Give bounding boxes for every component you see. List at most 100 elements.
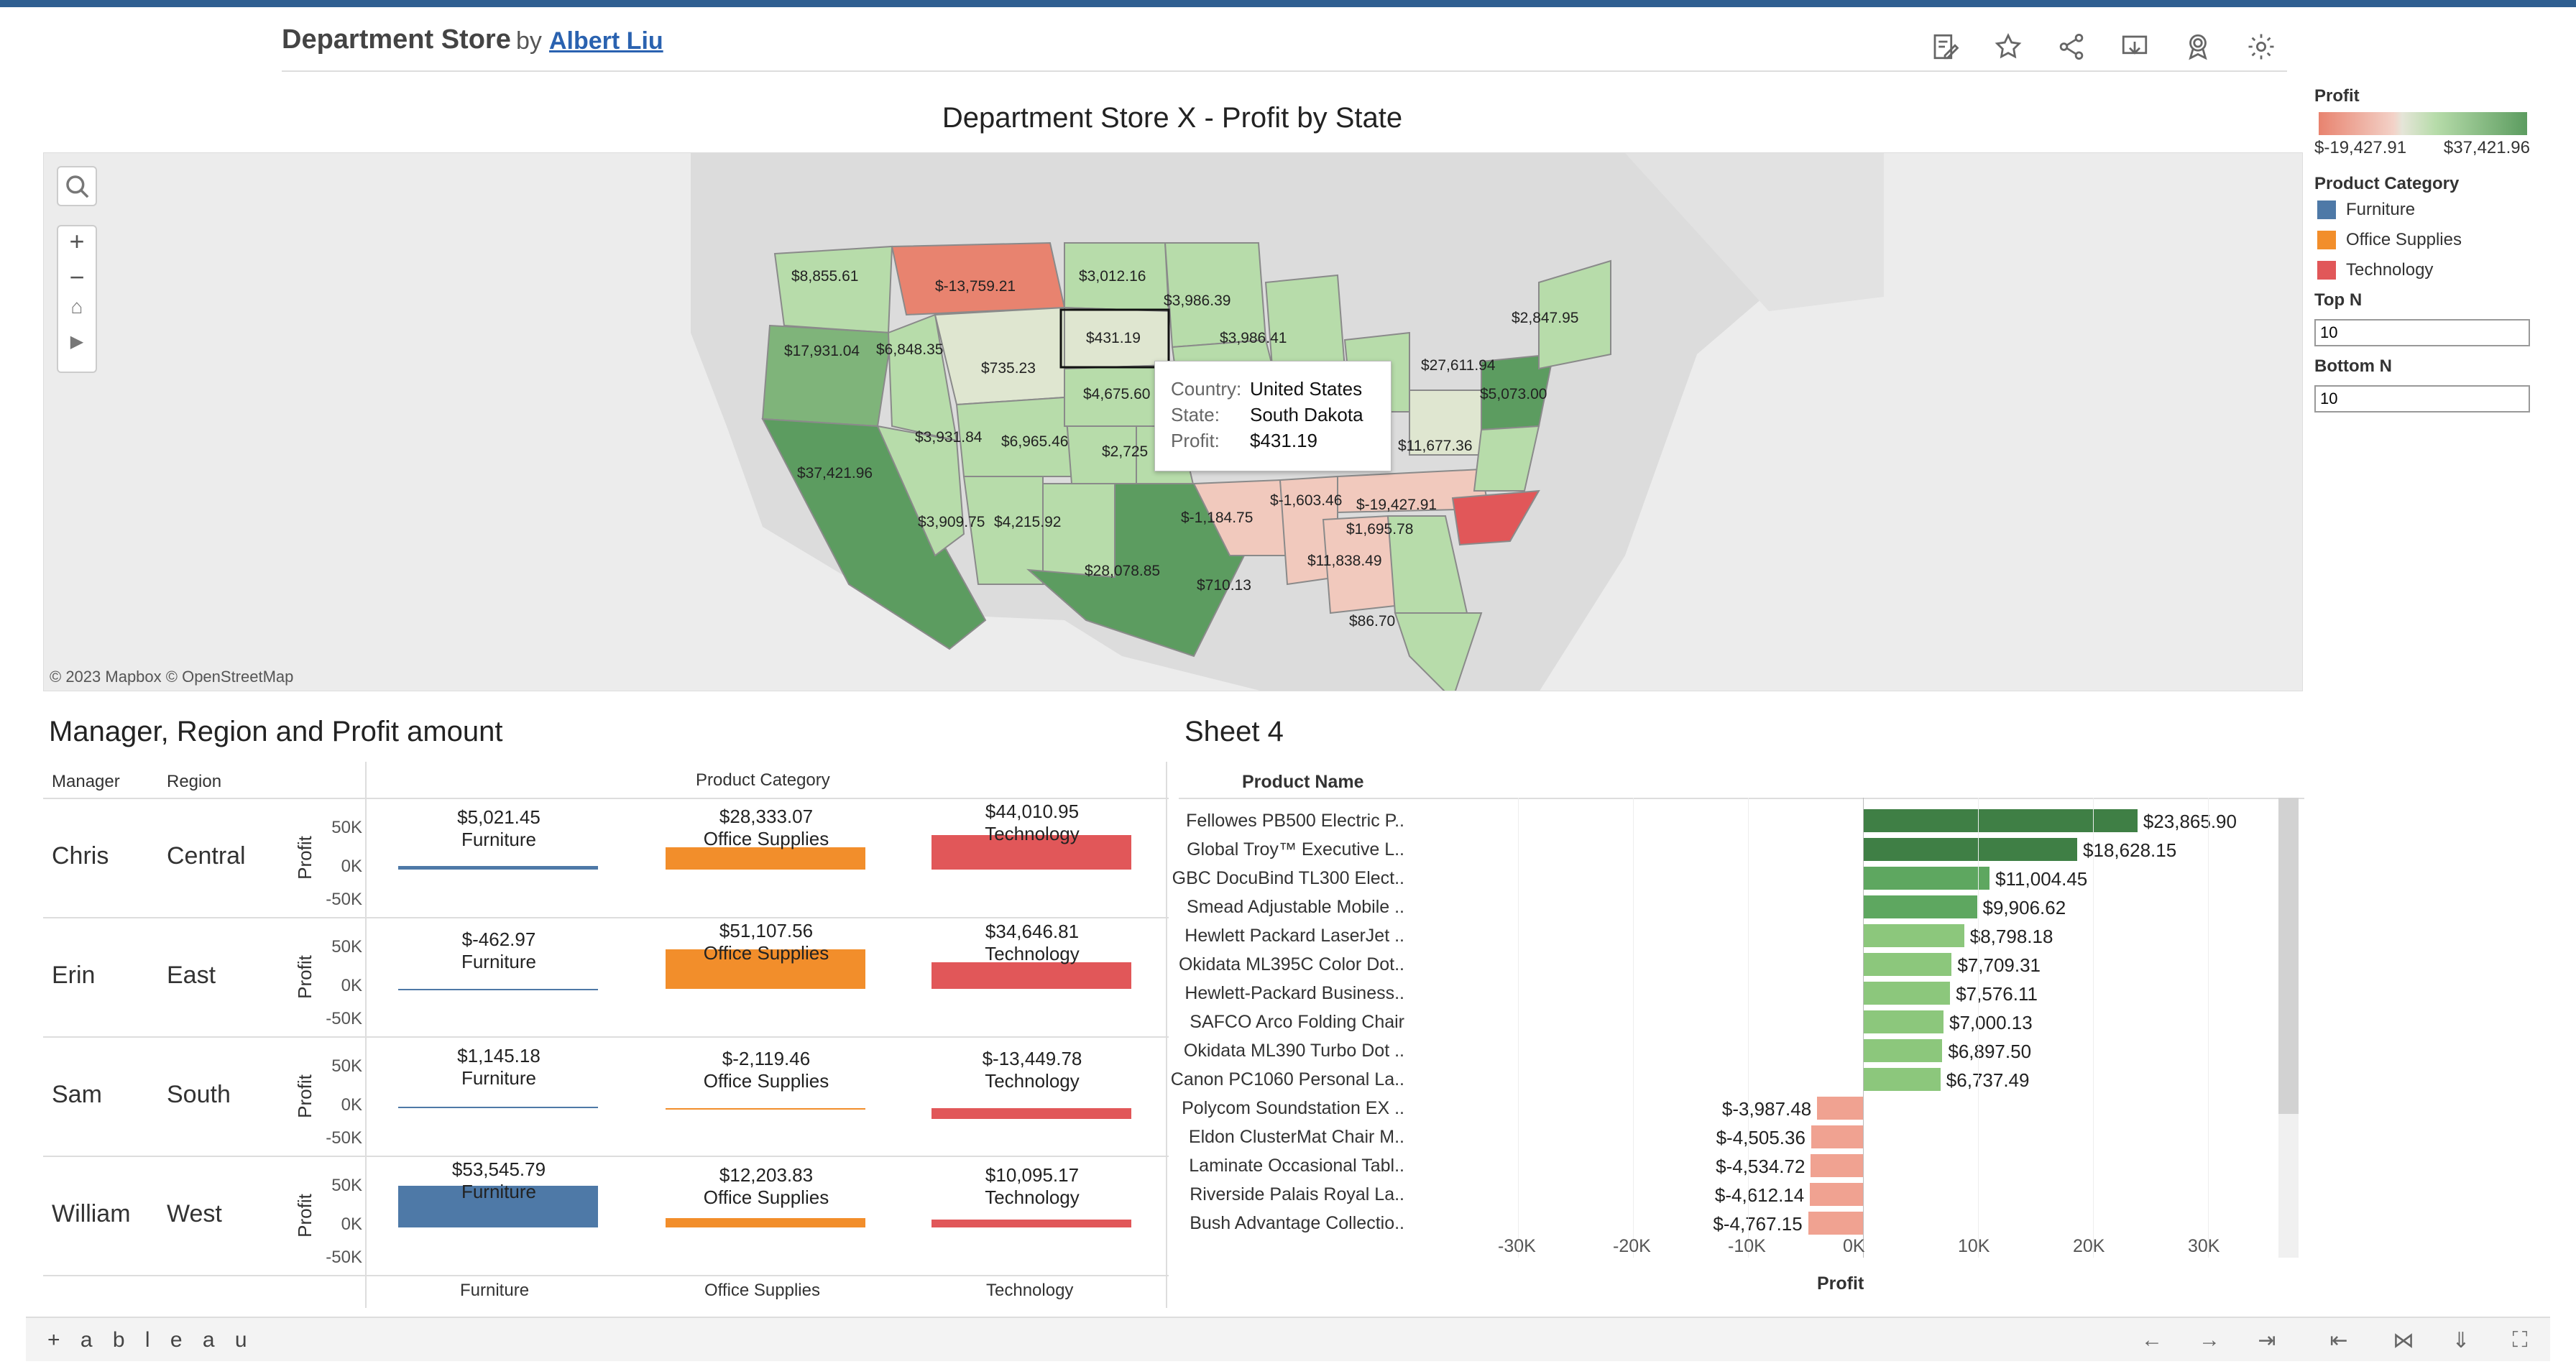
product-name-label[interactable]: Canon PC1060 Personal La.. xyxy=(1170,1069,1404,1089)
profit-bar[interactable] xyxy=(398,1186,598,1227)
star-icon[interactable] xyxy=(1993,32,2023,62)
gridline xyxy=(1978,798,1979,1258)
profit-bar[interactable] xyxy=(398,1107,598,1108)
gear-icon[interactable] xyxy=(2246,32,2276,62)
profit-bar[interactable] xyxy=(666,1108,865,1110)
bar-label: $-462.97 Furniture xyxy=(398,928,599,973)
badge-icon[interactable] xyxy=(2183,32,2213,62)
legend-item-technology[interactable]: Technology xyxy=(2317,260,2559,280)
bar-category: Furniture xyxy=(461,1181,537,1202)
map-state-labels: $8,855.61 $-13,759.21 $3,012.16 $3,986.3… xyxy=(784,268,1578,630)
tick-label: 50K xyxy=(331,937,362,957)
scrollbar-thumb[interactable] xyxy=(2278,798,2299,1114)
legend-item-office-supplies[interactable]: Office Supplies xyxy=(2317,230,2559,250)
fullscreen-icon[interactable]: ⛶ xyxy=(2512,1328,2528,1352)
map-label: $8,855.61 xyxy=(791,268,858,285)
map-label: $-1,603.46 xyxy=(1270,492,1342,509)
profit-bar[interactable] xyxy=(1863,1010,1944,1033)
bar-label: $5,021.45 Furniture xyxy=(398,806,599,851)
product-name-header[interactable]: Product Name xyxy=(1242,772,1364,792)
profit-bar[interactable] xyxy=(932,835,1131,870)
product-name-label[interactable]: Polycom Soundstation EX .. xyxy=(1182,1098,1404,1118)
bar-label: $-13,449.78 Technology xyxy=(932,1048,1133,1092)
product-name-label[interactable]: Hewlett Packard LaserJet .. xyxy=(1184,926,1404,946)
product-name-label[interactable]: Bush Advantage Collectio.. xyxy=(1190,1213,1404,1233)
tableau-logo[interactable]: + a b l e a u xyxy=(47,1328,254,1352)
profit-bar[interactable] xyxy=(666,847,865,870)
profit-bar[interactable] xyxy=(1863,1039,1943,1062)
legend-item-furniture[interactable]: Furniture xyxy=(2317,200,2559,220)
search-icon xyxy=(66,175,89,198)
map-label: $710.13 xyxy=(1197,577,1251,594)
redo-icon[interactable]: → xyxy=(2199,1328,2220,1352)
profit-bar[interactable] xyxy=(1863,809,2138,832)
profit-bar[interactable] xyxy=(1863,895,1977,918)
product-name-label[interactable]: SAFCO Arco Folding Chair xyxy=(1190,1012,1404,1032)
profit-bar[interactable] xyxy=(1808,1212,1863,1235)
region-column-header: Region xyxy=(167,772,222,791)
profit-bar[interactable] xyxy=(1810,1183,1863,1206)
profit-bar[interactable] xyxy=(932,1108,1131,1119)
top-accent-bar xyxy=(0,0,2576,7)
map-search-button[interactable] xyxy=(57,166,97,206)
profit-bar[interactable] xyxy=(932,1220,1131,1227)
profit-bar[interactable] xyxy=(1863,953,1952,976)
download-icon[interactable]: ⇓ xyxy=(2452,1329,2470,1353)
profit-max-label: $37,421.96 xyxy=(2443,138,2530,157)
profit-bar[interactable] xyxy=(666,949,865,989)
profit-bar[interactable] xyxy=(666,1217,865,1227)
tick-label: 50K xyxy=(331,1176,362,1195)
product-name-label[interactable]: Eldon ClusterMat Chair M.. xyxy=(1188,1127,1404,1147)
profit-bar[interactable] xyxy=(398,865,598,870)
top-n-input[interactable] xyxy=(2314,319,2530,346)
legend-label: Office Supplies xyxy=(2346,230,2462,249)
profit-bar[interactable] xyxy=(1863,838,2078,861)
manager-name: Chris xyxy=(52,842,109,870)
tick-label: 0K xyxy=(341,857,362,876)
product-name-label[interactable]: Hewlett-Packard Business.. xyxy=(1184,983,1404,1003)
home-icon[interactable]: ⌂ xyxy=(70,295,83,318)
product-name-label[interactable]: Smead Adjustable Mobile .. xyxy=(1187,897,1404,917)
profit-bar[interactable] xyxy=(1811,1125,1863,1148)
edit-icon[interactable] xyxy=(1930,32,1960,62)
manager-row: Chris Central Profit 50K 0K -50K $5,021.45 Furn… xyxy=(43,799,1169,918)
download-icon[interactable] xyxy=(2120,32,2150,62)
bottom-n-input[interactable] xyxy=(2314,385,2530,413)
product-name-label[interactable]: Okidata ML395C Color Dot.. xyxy=(1178,954,1404,974)
product-name-label[interactable]: Laminate Occasional Tabl.. xyxy=(1189,1156,1404,1176)
profit-bar[interactable] xyxy=(398,989,598,990)
product-name-label[interactable]: Global Troy™ Executive L.. xyxy=(1187,839,1404,860)
manager-name: Sam xyxy=(52,1081,102,1108)
x-tick-label: 0K xyxy=(1843,1236,1865,1256)
profit-bar[interactable] xyxy=(1863,982,1951,1005)
map-label: $3,012.16 xyxy=(1079,268,1146,285)
profit-color-gradient xyxy=(2319,112,2527,135)
bar-value: $5,021.45 xyxy=(457,806,540,828)
share-icon[interactable] xyxy=(2056,32,2087,62)
zoom-out-button[interactable]: − xyxy=(69,262,85,292)
profit-bar[interactable] xyxy=(1863,924,1964,947)
profit-bar[interactable] xyxy=(932,962,1131,989)
share-icon[interactable]: ⋈ xyxy=(2393,1329,2414,1353)
first-icon[interactable]: ⇤ xyxy=(2329,1329,2348,1353)
profit-bar[interactable] xyxy=(1863,867,1990,890)
product-name-label[interactable]: Fellowes PB500 Electric P.. xyxy=(1186,811,1404,831)
x-tick-label: 30K xyxy=(2188,1236,2220,1256)
tick-label: 50K xyxy=(331,818,362,837)
undo-icon[interactable]: ← xyxy=(2141,1328,2163,1352)
profit-bar[interactable] xyxy=(1811,1154,1863,1177)
tick-label: -50K xyxy=(326,1248,362,1267)
scrollbar-track[interactable] xyxy=(2278,798,2299,1258)
profit-bar[interactable] xyxy=(1863,1068,1941,1091)
zoom-in-button[interactable]: + xyxy=(69,226,85,256)
product-name-label[interactable]: GBC DocuBind TL300 Elect.. xyxy=(1172,868,1404,888)
tick-label: -50K xyxy=(326,1009,362,1028)
profit-bar[interactable] xyxy=(1817,1097,1863,1120)
author-link[interactable]: Albert Liu xyxy=(549,27,663,55)
map-label: $3,931.84 xyxy=(915,429,983,446)
bar-value-label: $6,897.50 xyxy=(1948,1041,2032,1062)
play-icon[interactable]: ▶ xyxy=(70,332,84,351)
product-name-label[interactable]: Riverside Palais Royal La.. xyxy=(1190,1184,1404,1204)
product-name-label[interactable]: Okidata ML390 Turbo Dot .. xyxy=(1183,1041,1404,1061)
revert-icon[interactable]: ⇥ xyxy=(2258,1329,2276,1353)
